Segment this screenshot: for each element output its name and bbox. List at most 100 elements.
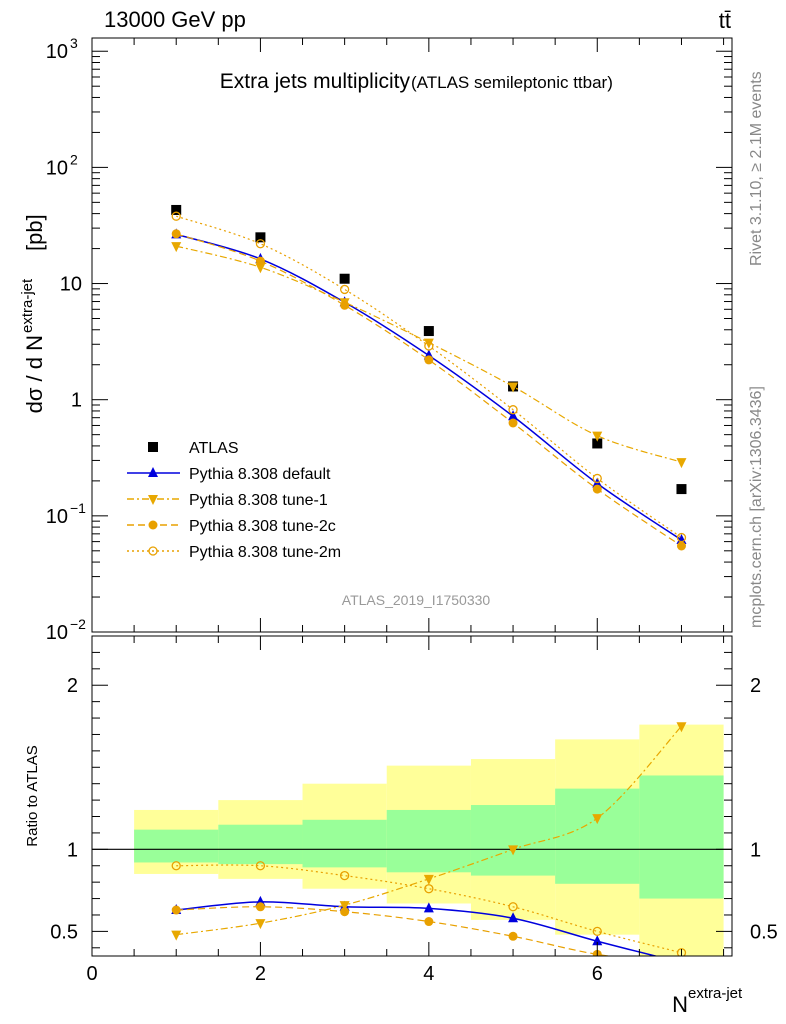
ratio-point (424, 884, 434, 894)
ratio-point (255, 902, 265, 912)
ratio-data-layer (171, 722, 687, 969)
ratio-point (339, 870, 350, 881)
data-point (423, 326, 434, 337)
chart-title: Extra jets multiplicity (220, 70, 411, 93)
data-point (171, 242, 182, 253)
legend-label: ATLAS (189, 440, 239, 457)
legend-entry-pythia-8-308-tune-1: Pythia 8.308 tune-1 (127, 492, 328, 509)
ratio-point (423, 902, 434, 913)
ratio-point (171, 861, 181, 871)
main-frame (91, 37, 733, 633)
ratio-point (508, 931, 518, 941)
data-point (508, 405, 518, 415)
mcplots-label: mcplots.cern.ch [arXiv:1306.3436] (748, 386, 765, 628)
data-point (424, 355, 434, 365)
energy-label: 13000 GeV pp (104, 7, 246, 32)
data-point (592, 473, 602, 484)
ratio-point (592, 926, 602, 937)
data-point (423, 338, 434, 349)
ratio-frame (91, 635, 733, 957)
main-y-tick-exponent: 2 (70, 151, 78, 167)
data-point (255, 232, 266, 243)
chart-subtitle: (ATLAS semileptonic ttbar) (411, 73, 613, 92)
y-label-unit: [pb] (22, 214, 47, 251)
stat-uncertainty-band (470, 805, 556, 876)
ratio-point (171, 930, 182, 941)
y-label-sup: extra-jet (19, 278, 36, 333)
stat-uncertainty-band (386, 809, 471, 873)
data-point (255, 256, 265, 266)
data-point (592, 431, 603, 442)
data-point (255, 239, 266, 249)
ratio-y-tick-label-right: 0.5 (750, 921, 778, 943)
data-point (592, 438, 603, 449)
ratio-series-pythia-8-308-tune-1 (171, 722, 687, 941)
ratio-point (508, 902, 518, 912)
data-point (171, 211, 181, 221)
data-point (340, 300, 350, 310)
process-label: tt̄ (719, 8, 731, 33)
data-point (508, 418, 518, 428)
ratio-y-tick-label: 1 (67, 839, 78, 861)
main-y-tick-exponent: 3 (70, 35, 78, 51)
x-tick-label: 2 (255, 963, 266, 985)
data-point (508, 410, 519, 421)
ratio-y-label: Ratio to ATLAS (24, 745, 41, 846)
data-point (171, 229, 181, 239)
x-tick-label: 6 (592, 963, 603, 985)
ratio-y-tick-label: 0.5 (50, 921, 78, 943)
ratio-point (677, 960, 686, 969)
data-point (676, 484, 687, 495)
data-point (592, 484, 602, 494)
data-point (339, 273, 350, 284)
data-point (255, 263, 266, 274)
ratio-y-tick-label-right: 2 (750, 675, 761, 697)
legend-entry-pythia-8-308-tune-2c: Pythia 8.308 tune-2c (127, 518, 336, 535)
legend-marker (148, 442, 158, 452)
ratio-series-pythia-8-308-tune-2m (171, 861, 687, 956)
series-pythia-8-308-tune-2m (171, 211, 687, 543)
x-label-sup: extra-jet (688, 985, 743, 1002)
legend-label: Pythia 8.308 tune-1 (189, 492, 328, 509)
stat-uncertainty-band (134, 829, 219, 863)
data-point (424, 341, 434, 351)
main-data-layer (171, 204, 687, 551)
legend-label: Pythia 8.308 tune-2c (189, 518, 336, 535)
stat-uncertainty-band (639, 775, 724, 899)
main-panel: Extra jets multiplicity (ATLAS semilepto… (19, 35, 733, 644)
ratio-point (676, 957, 686, 967)
ratio-point (255, 861, 266, 871)
analysis-watermark: ATLAS_2019_I1750330 (342, 592, 491, 608)
ratio-point (676, 948, 687, 956)
legend-marker (148, 467, 158, 477)
rivet-version-label: Rivet 3.1.10, ≥ 2.1M events (748, 71, 765, 266)
data-point (508, 382, 519, 393)
ratio-ticks: 0.5 0.5 1 1 2 2 0 2 4 6 (50, 635, 778, 985)
y-label-main: dσ / d N (22, 335, 47, 413)
ratio-point (676, 722, 687, 733)
legend-marker (148, 520, 158, 530)
stat-uncertainty-band (555, 788, 640, 884)
main-y-tick-label: 1 (71, 390, 82, 412)
main-y-label: dσ / d N extra-jet [pb] (19, 214, 47, 413)
ratio-point (508, 845, 519, 856)
main-y-tick-label: 10 (60, 274, 82, 296)
main-y-tick-label: 10 (46, 622, 68, 644)
x-label-main: N (672, 992, 688, 1017)
ratio-point (592, 814, 603, 825)
legend-entry-atlas: ATLAS (148, 440, 239, 457)
x-tick-label: 0 (86, 963, 97, 985)
legend-marker (148, 546, 158, 556)
main-y-tick-exponent: −2 (70, 616, 86, 632)
legend-entry-pythia-8-308-tune-2m: Pythia 8.308 tune-2m (127, 544, 341, 561)
data-point (676, 458, 687, 469)
ratio-point (592, 935, 603, 946)
x-axis-label: N extra-jet (672, 985, 743, 1017)
ratio-panel: 0.5 0.5 1 1 2 2 0 2 4 6 Ratio to ATLAS N extra-je… (24, 635, 778, 1017)
ratio-point (171, 905, 181, 915)
data-point (676, 532, 687, 543)
data-point (676, 541, 686, 551)
ratio-y-tick-label-right: 1 (750, 839, 761, 861)
